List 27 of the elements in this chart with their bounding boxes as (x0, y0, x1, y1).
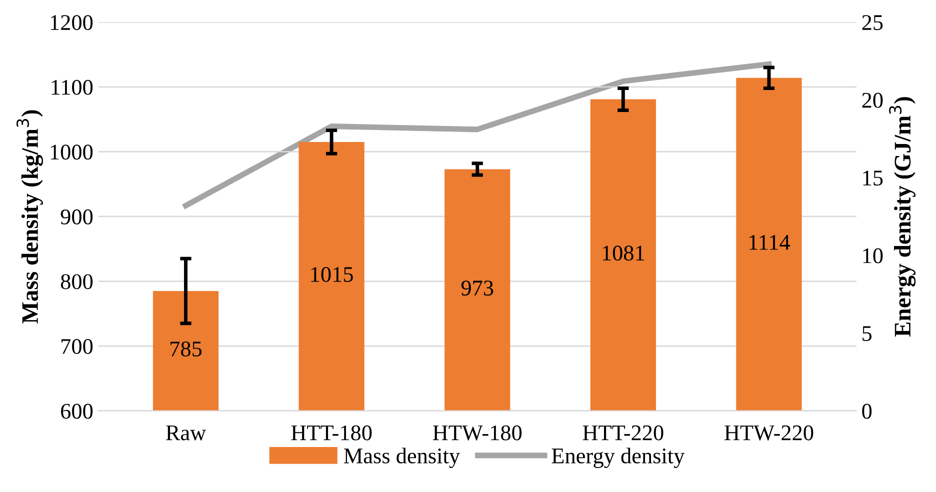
data-label: 1081 (602, 246, 644, 261)
x-tick-label: HTW-220 (724, 425, 814, 440)
y-tick-label: 1200 (50, 15, 93, 30)
legend-label: Energy density (552, 448, 685, 468)
y2-tick-label: 10 (863, 248, 883, 264)
data-label: 785 (170, 341, 202, 356)
y2-tick-label: 25 (862, 15, 883, 30)
y-tick-label: 800 (60, 274, 93, 290)
y2-tick-label: 5 (862, 326, 872, 342)
y2-tick-label: 20 (862, 92, 883, 108)
x-tick-label: HTT-180 (291, 425, 372, 440)
data-label: 1015 (311, 266, 353, 282)
y-tick-label: 600 (61, 404, 93, 419)
y2-axis-title: Energy density (GJ/m$^{3}$) (889, 97, 916, 337)
y-tick-label: 700 (62, 338, 93, 354)
x-tick-label: HTW-180 (432, 425, 522, 440)
data-label: 1114 (750, 235, 790, 250)
data-label: 973 (461, 280, 494, 296)
y2-tick-label: 0 (862, 404, 872, 419)
y-tick-label: 900 (60, 209, 93, 224)
legend-label: Mass density (344, 448, 460, 468)
y-tick-label: 1000 (50, 144, 93, 160)
y-tick-label: 1100 (52, 80, 93, 95)
y2-tick-label: 15 (863, 170, 883, 186)
x-tick-label: Raw (166, 426, 206, 440)
y-axis-title: Mass density (kg/m$^{3}$) (16, 110, 44, 324)
x-tick-label: HTT-220 (582, 425, 664, 440)
